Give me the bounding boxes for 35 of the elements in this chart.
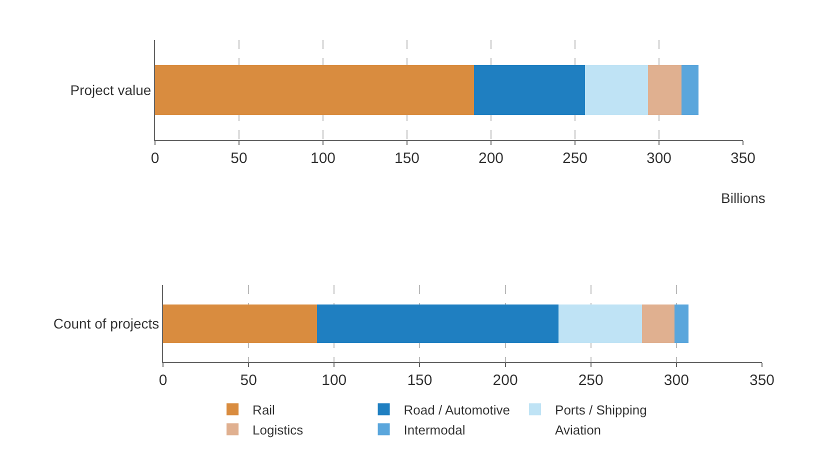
legend-label: Road / Automotive <box>404 402 510 418</box>
x-axis-title: Billions <box>721 190 766 206</box>
x-tick-label: 100 <box>322 372 347 389</box>
x-tick-label: 50 <box>240 372 257 389</box>
x-tick-label: 200 <box>492 372 518 389</box>
x-tick-label: 200 <box>478 150 504 167</box>
legend-label: Logistics <box>252 422 304 438</box>
legend-label: Intermodal <box>404 422 466 438</box>
x-tick-label: 50 <box>230 150 248 167</box>
bar <box>474 65 586 115</box>
bar <box>558 304 642 343</box>
legend-label: Ports / Shipping <box>555 402 647 418</box>
bar <box>674 304 688 343</box>
legend-label: Rail <box>252 402 276 418</box>
bar <box>163 304 318 343</box>
y-tick-label: Project value <box>70 82 152 98</box>
x-tick-label: 300 <box>646 150 672 167</box>
bar <box>642 304 675 343</box>
x-tick-label: 250 <box>562 150 588 167</box>
bar <box>682 65 698 115</box>
x-tick-label: 350 <box>749 372 775 389</box>
bar <box>155 65 474 115</box>
x-tick-label: 300 <box>664 372 689 389</box>
x-tick-label: 100 <box>310 150 336 167</box>
bar <box>648 65 682 115</box>
x-tick-label: 250 <box>578 372 604 389</box>
bar <box>317 304 558 343</box>
x-tick-label: 150 <box>394 150 420 167</box>
text: Aviation <box>555 422 602 438</box>
x-tick-label: 0 <box>150 150 160 167</box>
bar <box>585 65 648 115</box>
x-tick-label: 150 <box>407 372 432 389</box>
x-tick-label: 350 <box>730 150 756 167</box>
x-tick-label: 0 <box>158 372 168 389</box>
y-tick-label: Count of projects <box>53 315 160 332</box>
